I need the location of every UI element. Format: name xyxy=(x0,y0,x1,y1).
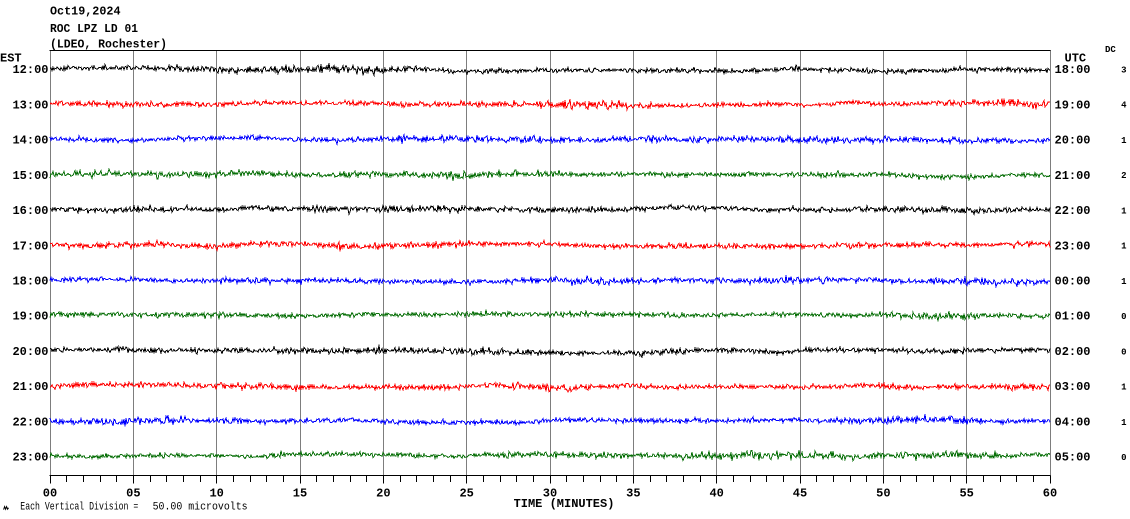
svg-text:EST: EST xyxy=(0,52,22,66)
svg-text:2: 2 xyxy=(1121,171,1126,181)
svg-text:1: 1 xyxy=(1121,383,1127,393)
svg-text:13:00: 13:00 xyxy=(12,98,48,112)
svg-text:1: 1 xyxy=(1121,418,1127,428)
svg-text:ROC LPZ LD 01: ROC LPZ LD 01 xyxy=(50,22,138,36)
svg-text:23:00: 23:00 xyxy=(1055,239,1091,253)
svg-text:55: 55 xyxy=(959,487,973,501)
svg-text:05:00: 05:00 xyxy=(1055,451,1091,465)
svg-text:Each Vertical Division =: Each Vertical Division = xyxy=(20,501,138,513)
svg-text:19:00: 19:00 xyxy=(1055,98,1091,112)
svg-text:35: 35 xyxy=(626,487,640,501)
svg-text:22:00: 22:00 xyxy=(1055,204,1091,218)
svg-text:4: 4 xyxy=(1121,101,1127,111)
svg-text:DC: DC xyxy=(1105,45,1116,55)
svg-text:60: 60 xyxy=(1043,487,1057,501)
svg-text:12:00: 12:00 xyxy=(12,63,48,77)
svg-text:21:00: 21:00 xyxy=(1055,169,1091,183)
svg-text:20: 20 xyxy=(376,487,390,501)
svg-text:17:00: 17:00 xyxy=(12,239,48,253)
svg-text:50.00 microvolts: 50.00 microvolts xyxy=(153,501,248,513)
svg-text:15: 15 xyxy=(293,487,307,501)
svg-text:05: 05 xyxy=(126,487,140,501)
svg-text:(LDEO, Rochester): (LDEO, Rochester) xyxy=(50,38,167,52)
svg-text:1: 1 xyxy=(1121,242,1127,252)
svg-text:0: 0 xyxy=(1121,347,1126,357)
svg-text:16:00: 16:00 xyxy=(12,204,48,218)
svg-text:30: 30 xyxy=(543,487,557,501)
svg-text:21:00: 21:00 xyxy=(12,380,48,394)
svg-text:20:00: 20:00 xyxy=(1055,134,1091,148)
svg-text:40: 40 xyxy=(709,487,723,501)
svg-text:01:00: 01:00 xyxy=(1055,310,1091,324)
svg-text:TIME (MINUTES): TIME (MINUTES) xyxy=(514,497,615,511)
svg-text:0: 0 xyxy=(1121,312,1126,322)
svg-text:10: 10 xyxy=(209,487,223,501)
svg-text:22:00: 22:00 xyxy=(12,415,48,429)
svg-text:3: 3 xyxy=(1121,66,1126,76)
svg-text:20:00: 20:00 xyxy=(12,345,48,359)
svg-text:02:00: 02:00 xyxy=(1055,345,1091,359)
svg-text:25: 25 xyxy=(459,487,473,501)
svg-text:23:00: 23:00 xyxy=(12,451,48,465)
svg-text:19:00: 19:00 xyxy=(12,310,48,324)
svg-text:1: 1 xyxy=(1121,136,1127,146)
svg-text:04:00: 04:00 xyxy=(1055,415,1091,429)
svg-text:1: 1 xyxy=(1121,277,1127,287)
svg-text:45: 45 xyxy=(793,487,807,501)
svg-text:18:00: 18:00 xyxy=(1055,63,1091,77)
svg-text:18:00: 18:00 xyxy=(12,274,48,288)
svg-text:00:00: 00:00 xyxy=(1055,274,1091,288)
svg-text:14:00: 14:00 xyxy=(12,134,48,148)
svg-text:Oct19,2024: Oct19,2024 xyxy=(50,5,121,19)
svg-text:1: 1 xyxy=(1121,206,1127,216)
svg-text:UTC: UTC xyxy=(1065,52,1087,66)
svg-text:03:00: 03:00 xyxy=(1055,380,1091,394)
svg-text:00: 00 xyxy=(43,487,57,501)
svg-text:50: 50 xyxy=(876,487,890,501)
svg-text:15:00: 15:00 xyxy=(12,169,48,183)
svg-text:0: 0 xyxy=(1121,453,1126,463)
